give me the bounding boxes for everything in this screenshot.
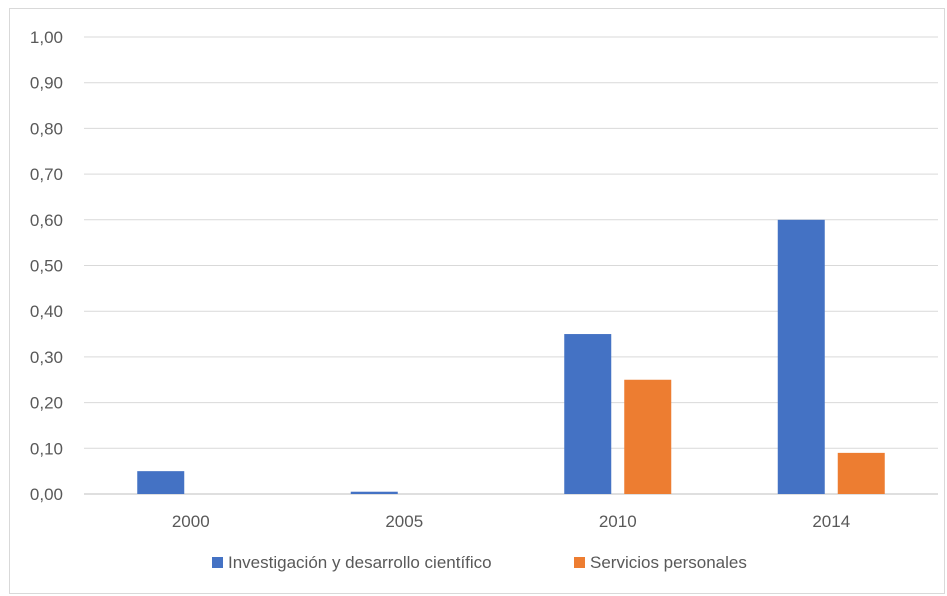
y-tick-label: 0,30: [30, 348, 63, 367]
bar-investigacion-2005: [350, 491, 398, 494]
legend: Investigación y desarrollo científico Ser…: [212, 553, 747, 572]
y-tick-label: 0,50: [30, 257, 63, 276]
y-tick-label: 0,40: [30, 302, 63, 321]
x-tick-label: 2000: [172, 512, 210, 531]
y-axis-tick-labels: 0,00 0,10 0,20 0,30 0,40 0,50 0,60 0,70 0,80 0,90…: [30, 28, 63, 504]
y-tick-label: 0,10: [30, 439, 63, 458]
y-tick-label: 0,90: [30, 74, 63, 93]
y-tick-label: 0,60: [30, 211, 63, 230]
y-tick-label: 0,80: [30, 119, 63, 138]
y-tick-label: 1,00: [30, 28, 63, 47]
x-tick-label: 2010: [599, 512, 637, 531]
legend-swatch: [212, 557, 223, 568]
legend-swatch: [574, 557, 585, 568]
x-tick-label: 2014: [812, 512, 850, 531]
y-tick-label: 0,20: [30, 394, 63, 413]
bar-investigacion-2010: [564, 334, 612, 494]
bar-investigacion-2000: [137, 471, 185, 494]
x-tick-label: 2005: [385, 512, 423, 531]
bar-investigacion-2014: [777, 219, 825, 495]
legend-label: Investigación y desarrollo científico: [228, 553, 492, 572]
legend-label: Servicios personales: [590, 553, 747, 572]
y-tick-label: 0,00: [30, 485, 63, 504]
y-tick-label: 0,70: [30, 165, 63, 184]
bars: [137, 219, 885, 495]
bar-servicios-2010: [624, 379, 672, 494]
x-axis-tick-labels: 2000 2005 2010 2014: [172, 512, 850, 531]
bar-servicios-2014: [837, 452, 885, 494]
